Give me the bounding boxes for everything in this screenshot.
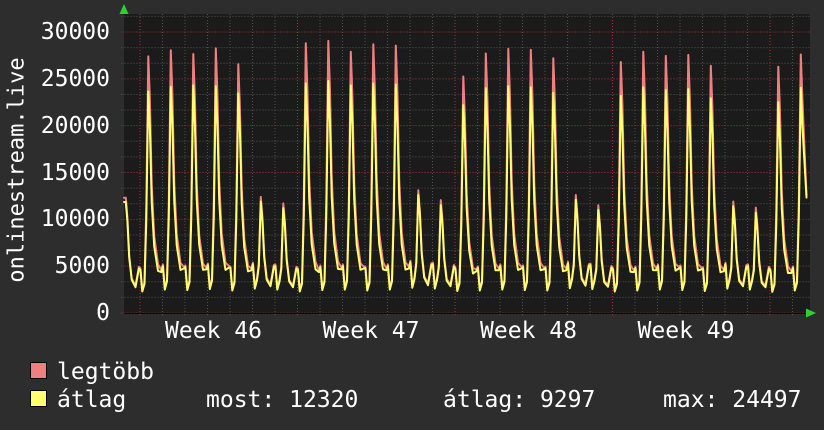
stat-max: max: 24497 <box>663 388 802 412</box>
stat-most: most: 12320 <box>206 388 358 412</box>
x-axis-arrow-icon <box>806 308 816 318</box>
y-tick-label: 30000 <box>40 19 110 45</box>
stat-most-label: most: <box>206 387 276 413</box>
y-tick-label: 0 <box>96 300 110 326</box>
stat-atlag-label: átlag: <box>443 387 527 413</box>
y-tick-label: 10000 <box>40 206 110 233</box>
y-tick-label: 15000 <box>40 159 110 186</box>
stat-max-label: max: <box>663 387 719 413</box>
legend-swatch-atlag <box>30 390 47 407</box>
y-tick-label: 5000 <box>54 253 110 280</box>
y-tick-label: 20000 <box>40 112 110 139</box>
legend-label-atlag: átlag <box>57 387 127 413</box>
y-axis-arrow-icon <box>119 4 129 14</box>
stat-max-value: 24497 <box>732 387 802 413</box>
x-tick-label: Week 47 <box>322 318 420 344</box>
stat-atlag-value: 9297 <box>539 387 596 413</box>
x-tick-label: Week 46 <box>165 318 262 344</box>
legend-label-legtobb: legtöbb <box>57 359 154 385</box>
legend-swatch-legtobb <box>30 362 47 379</box>
stat-atlag: átlag: 9297 <box>443 388 595 412</box>
y-tick-label: 25000 <box>40 65 110 92</box>
x-tick-label: Week 48 <box>480 318 577 344</box>
x-tick-label: Week 49 <box>637 318 735 344</box>
stat-most-value: 12320 <box>289 387 359 413</box>
series-line-atlag <box>123 80 808 293</box>
